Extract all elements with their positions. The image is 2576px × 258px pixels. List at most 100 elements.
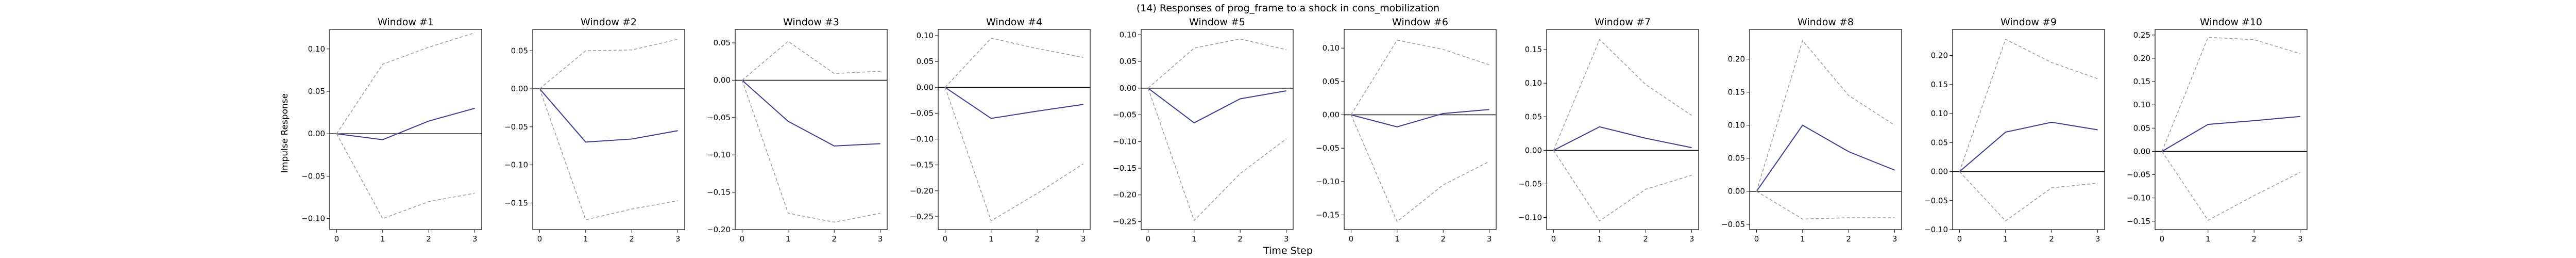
y-tick-label: −0.10: [707, 150, 731, 159]
y-tick-label: 0.15: [1525, 45, 1542, 54]
panel-title: Window #6: [1392, 17, 1448, 28]
response-line: [1147, 88, 1286, 124]
lower-band-line: [336, 133, 475, 219]
upper-band-line: [944, 38, 1083, 88]
upper-band-line: [741, 41, 880, 81]
response-line: [336, 107, 475, 140]
x-tick-label: 2: [629, 234, 634, 244]
y-tick-label: 0.15: [1728, 88, 1745, 97]
y-tick-label: −0.10: [1518, 213, 1542, 222]
y-tick-label: 0.05: [1120, 57, 1137, 66]
x-tick-label: 1: [2206, 234, 2211, 244]
y-tick-label: 0.15: [2133, 77, 2150, 86]
response-line: [1756, 124, 1895, 192]
panel-window-1: Window #1 −0.10 −0.05 0.00 0.05 0.10 0 1 2 3: [301, 17, 482, 244]
x-tick-label: 0: [1754, 234, 1759, 244]
y-tick-label: −0.05: [504, 122, 528, 132]
y-tick-label: 0.00: [1120, 84, 1137, 93]
panel-title: Window #2: [581, 17, 637, 28]
x-tick-label: 0: [1957, 234, 1962, 244]
panel-window-10: Window #10 −0.15 −0.10 −0.05 0.00 0.05 0.10 0.1…: [2127, 17, 2308, 244]
panel-title: Window #8: [1798, 17, 1854, 28]
y-tick-label: −0.10: [1113, 137, 1137, 146]
response-line: [944, 87, 1083, 119]
axes-frame: [735, 29, 888, 230]
axes-frame: [938, 29, 1091, 230]
response-line: [741, 79, 880, 147]
y-tick-label: 0.10: [917, 31, 934, 40]
panel-window-3: Window #3 −0.20 −0.15 −0.10 −0.05 0.00 0.05 0 1 2…: [707, 17, 888, 244]
y-tick-label: −0.10: [1924, 225, 1948, 234]
response-line: [539, 88, 678, 143]
y-tick-label: −0.15: [1113, 164, 1137, 173]
y-tick-label: 0.20: [1728, 55, 1745, 64]
lower-band-line: [2161, 151, 2300, 221]
panel-window-7: Window #7 −0.10 −0.05 0.00 0.05 0.10 0.15 0 1 2 3: [1518, 17, 1699, 244]
x-tick-label: 1: [583, 234, 588, 244]
axes-frame: [1952, 29, 2105, 230]
y-tick-label: 0.10: [1525, 78, 1542, 88]
panel-window-5: Window #5 −0.25 −0.20 −0.15 −0.10 −0.05 0.00 0.…: [1113, 17, 1294, 244]
y-tick-label: 0.10: [1120, 30, 1137, 39]
upper-band-line: [1756, 40, 1895, 191]
y-tick-label: −0.05: [1721, 220, 1745, 229]
response-line: [1959, 121, 2098, 172]
y-tick-label: 0.25: [2133, 30, 2150, 40]
panel-window-2: Window #2 −0.15 −0.10 −0.05 0.00 0.05 0 1 2 3: [504, 17, 685, 244]
y-tick-label: −0.10: [504, 160, 528, 170]
x-tick-label: 2: [832, 234, 837, 244]
upper-band-line: [539, 39, 678, 89]
y-tick-label: −0.05: [1924, 196, 1948, 205]
axes-frame: [1749, 29, 1902, 230]
upper-band-line: [2161, 37, 2300, 152]
window-panels: Window #1−0.10−0.050.000.050.100 1 2 3Windo…: [301, 17, 2308, 244]
y-tick-label: −0.05: [2127, 170, 2150, 180]
lower-band-line: [1147, 88, 1287, 221]
y-tick-label: 0.10: [308, 44, 325, 54]
x-tick-label: 2: [1643, 234, 1648, 244]
x-tick-label: 3: [1081, 234, 1086, 244]
y-tick-label: 0.05: [511, 46, 528, 55]
lower-band-line: [1553, 150, 1692, 222]
x-tick-label: 0: [2160, 234, 2165, 244]
y-tick-label: 0.05: [1323, 77, 1340, 86]
x-tick-label: 3: [2095, 234, 2100, 244]
response-line: [1553, 126, 1692, 151]
x-tick-label: 2: [1440, 234, 1446, 244]
panel-title: Window #1: [378, 17, 434, 28]
lower-band-line: [1350, 115, 1489, 222]
x-tick-label: 3: [472, 234, 478, 244]
x-tick-label: 1: [380, 234, 385, 244]
response-line: [1351, 109, 1489, 127]
y-tick-label: 0.00: [511, 84, 528, 93]
x-tick-label: 2: [2049, 234, 2054, 244]
axes-frame: [2155, 29, 2308, 230]
x-tick-label: 1: [989, 234, 994, 244]
figure-suptitle: (14) Responses of prog_frame to a shock …: [1137, 3, 1439, 14]
x-axis-label: Time Step: [1263, 245, 1313, 256]
y-tick-label: −0.15: [1316, 211, 1340, 220]
lower-band-line: [539, 88, 678, 220]
y-tick-label: −0.15: [707, 188, 731, 197]
y-tick-label: 0.10: [1323, 43, 1340, 53]
y-tick-label: −0.10: [1316, 177, 1340, 186]
x-tick-label: 1: [1597, 234, 1602, 244]
upper-band-line: [1147, 38, 1286, 89]
x-tick-label: 3: [675, 234, 681, 244]
x-tick-label: 1: [2003, 234, 2008, 244]
y-tick-label: −0.05: [707, 113, 731, 122]
y-tick-label: −0.05: [1518, 179, 1542, 188]
x-tick-label: 0: [537, 234, 543, 244]
y-tick-label: 0.10: [1728, 121, 1745, 130]
x-tick-label: 3: [878, 234, 883, 244]
y-tick-label: −0.25: [910, 212, 934, 221]
panel-title: Window #5: [1189, 17, 1245, 28]
y-tick-label: 0.05: [917, 57, 934, 66]
y-tick-label: −0.15: [2127, 217, 2150, 226]
x-tick-label: 3: [1689, 234, 1694, 244]
x-tick-label: 0: [1551, 234, 1556, 244]
y-tick-label: 0.05: [1525, 112, 1542, 121]
response-line: [2161, 116, 2300, 152]
panel-window-6: Window #6 −0.15 −0.10 −0.05 0.00 0.05 0.10 0 1 2 3: [1316, 17, 1497, 244]
